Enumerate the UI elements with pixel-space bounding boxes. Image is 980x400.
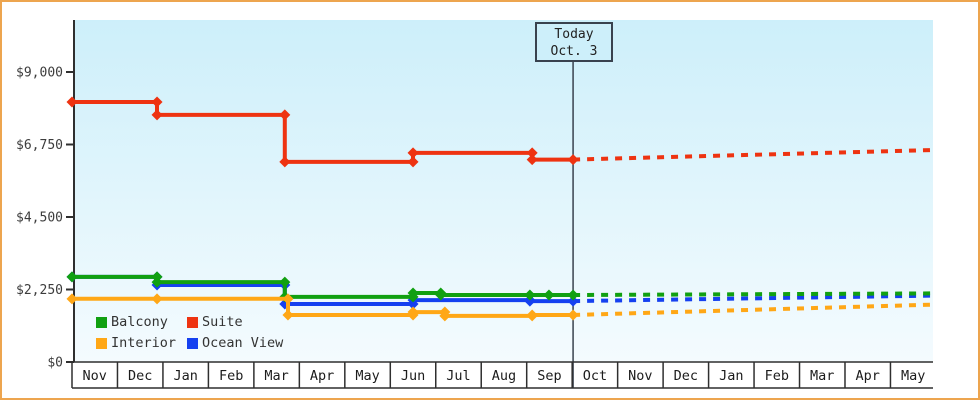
today-marker-box: Today Oct. 3 xyxy=(535,22,613,62)
data-point-suite xyxy=(279,156,291,168)
data-point-balcony xyxy=(66,271,78,283)
data-point-balcony xyxy=(567,289,579,301)
data-point-interior xyxy=(66,293,78,305)
data-point-interior xyxy=(567,309,579,321)
y-tick-label: $0 xyxy=(47,356,63,371)
legend-item-balcony: Balcony xyxy=(96,314,187,330)
x-month-label: Feb xyxy=(219,368,243,384)
x-month-label: Apr xyxy=(310,368,334,384)
data-point-suite xyxy=(407,156,419,168)
data-point-balcony xyxy=(435,289,447,301)
series-forecast-balcony xyxy=(573,291,934,297)
x-month-label: Oct xyxy=(583,368,607,384)
data-point-interior xyxy=(407,306,419,318)
x-month-label: Jun xyxy=(401,368,425,384)
data-point-suite xyxy=(66,96,78,108)
data-point-ocean-view xyxy=(524,295,536,307)
x-month-label: Jul xyxy=(446,368,470,384)
data-point-interior xyxy=(282,309,294,321)
x-month-label: Mar xyxy=(810,368,834,384)
x-month-label: Jan xyxy=(173,368,197,384)
ocean-view-color-swatch xyxy=(187,337,198,349)
data-point-ocean-view xyxy=(567,295,579,307)
series-forecast-suite xyxy=(573,148,934,162)
data-point-interior xyxy=(526,309,538,321)
data-point-balcony xyxy=(151,276,163,288)
legend-label-balcony: Balcony xyxy=(111,314,168,330)
legend-label-interior: Interior xyxy=(111,335,177,351)
data-point-balcony xyxy=(407,287,419,299)
data-point-balcony xyxy=(524,289,536,301)
y-tick-label: $4,500 xyxy=(16,211,63,226)
x-month-label: Jan xyxy=(719,368,743,384)
balcony-color-swatch xyxy=(96,316,107,328)
y-tick-label: $2,250 xyxy=(16,283,63,298)
legend: Balcony Suite Interior Ocean View xyxy=(96,314,283,351)
x-month-label: Sep xyxy=(537,368,561,384)
x-month-label: Mar xyxy=(264,368,288,384)
today-date: Oct. 3 xyxy=(550,44,598,59)
x-month-label: Nov xyxy=(83,368,107,384)
data-point-suite xyxy=(151,109,163,121)
x-month-label: Dec xyxy=(128,368,152,384)
data-point-suite xyxy=(151,96,163,108)
x-month-label: Aug xyxy=(492,368,516,384)
legend-item-interior: Interior xyxy=(96,335,187,351)
x-month-label: May xyxy=(901,368,925,384)
today-label: Today xyxy=(554,27,594,42)
series-forecast-interior xyxy=(573,302,934,317)
data-point-interior xyxy=(282,293,294,305)
data-point-suite xyxy=(526,147,538,159)
data-point-balcony xyxy=(279,276,291,288)
legend-label-ocean-view: Ocean View xyxy=(202,335,284,351)
x-month-label: Apr xyxy=(856,368,880,384)
legend-item-ocean-view: Ocean View xyxy=(187,335,283,351)
suite-color-swatch xyxy=(187,316,198,328)
y-tick-label: $9,000 xyxy=(16,66,63,81)
x-month-label: May xyxy=(355,368,379,384)
x-month-label: Feb xyxy=(765,368,789,384)
data-point-suite xyxy=(407,147,419,159)
data-point-suite xyxy=(279,109,291,121)
data-point-balcony xyxy=(543,289,555,301)
data-point-suite xyxy=(567,154,579,166)
interior-color-swatch xyxy=(96,337,107,349)
series-forecast-ocean-view xyxy=(573,293,934,304)
data-point-interior xyxy=(439,310,451,322)
data-point-suite xyxy=(526,154,538,166)
x-month-label: Dec xyxy=(674,368,698,384)
x-month-label: Nov xyxy=(628,368,652,384)
legend-item-suite: Suite xyxy=(187,314,283,330)
legend-label-suite: Suite xyxy=(202,314,243,330)
y-tick-label: $6,750 xyxy=(16,138,63,153)
plot-area xyxy=(74,20,933,362)
data-point-interior xyxy=(151,293,163,305)
